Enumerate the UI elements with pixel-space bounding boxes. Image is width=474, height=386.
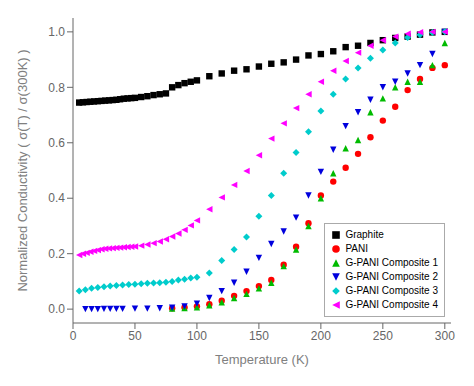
svg-text:250: 250: [373, 329, 393, 343]
svg-text:200: 200: [311, 329, 331, 343]
html-text:G-PANI Composite 4: G-PANI Composite 4: [345, 299, 438, 310]
svg-text:0.6: 0.6: [48, 136, 65, 150]
html-text:G-PANI Composite 1: G-PANI Composite 1: [345, 257, 438, 268]
svg-text:1.0: 1.0: [48, 25, 65, 39]
svg-text:100: 100: [187, 329, 207, 343]
html-text:PANI: PANI: [345, 243, 368, 254]
svg-text:0.4: 0.4: [48, 191, 65, 205]
svg-text:150: 150: [249, 329, 269, 343]
html-text:G-PANI Composite 2: G-PANI Composite 2: [345, 271, 438, 282]
svg-text:0.8: 0.8: [48, 81, 65, 95]
html-text:Graphite: Graphite: [345, 229, 384, 240]
svg-text:Temperature (K): Temperature (K): [215, 352, 309, 367]
svg-text:0.0: 0.0: [48, 302, 65, 316]
svg-text:0: 0: [70, 329, 77, 343]
html-text:G-PANI Composite 3: G-PANI Composite 3: [345, 285, 438, 296]
svg-text:0.2: 0.2: [48, 247, 65, 261]
svg-text:50: 50: [128, 329, 142, 343]
svg-text:300: 300: [435, 329, 455, 343]
svg-text:Normalized Conductivity ( σ(T): Normalized Conductivity ( σ(T) / σ(300K)…: [15, 49, 30, 291]
